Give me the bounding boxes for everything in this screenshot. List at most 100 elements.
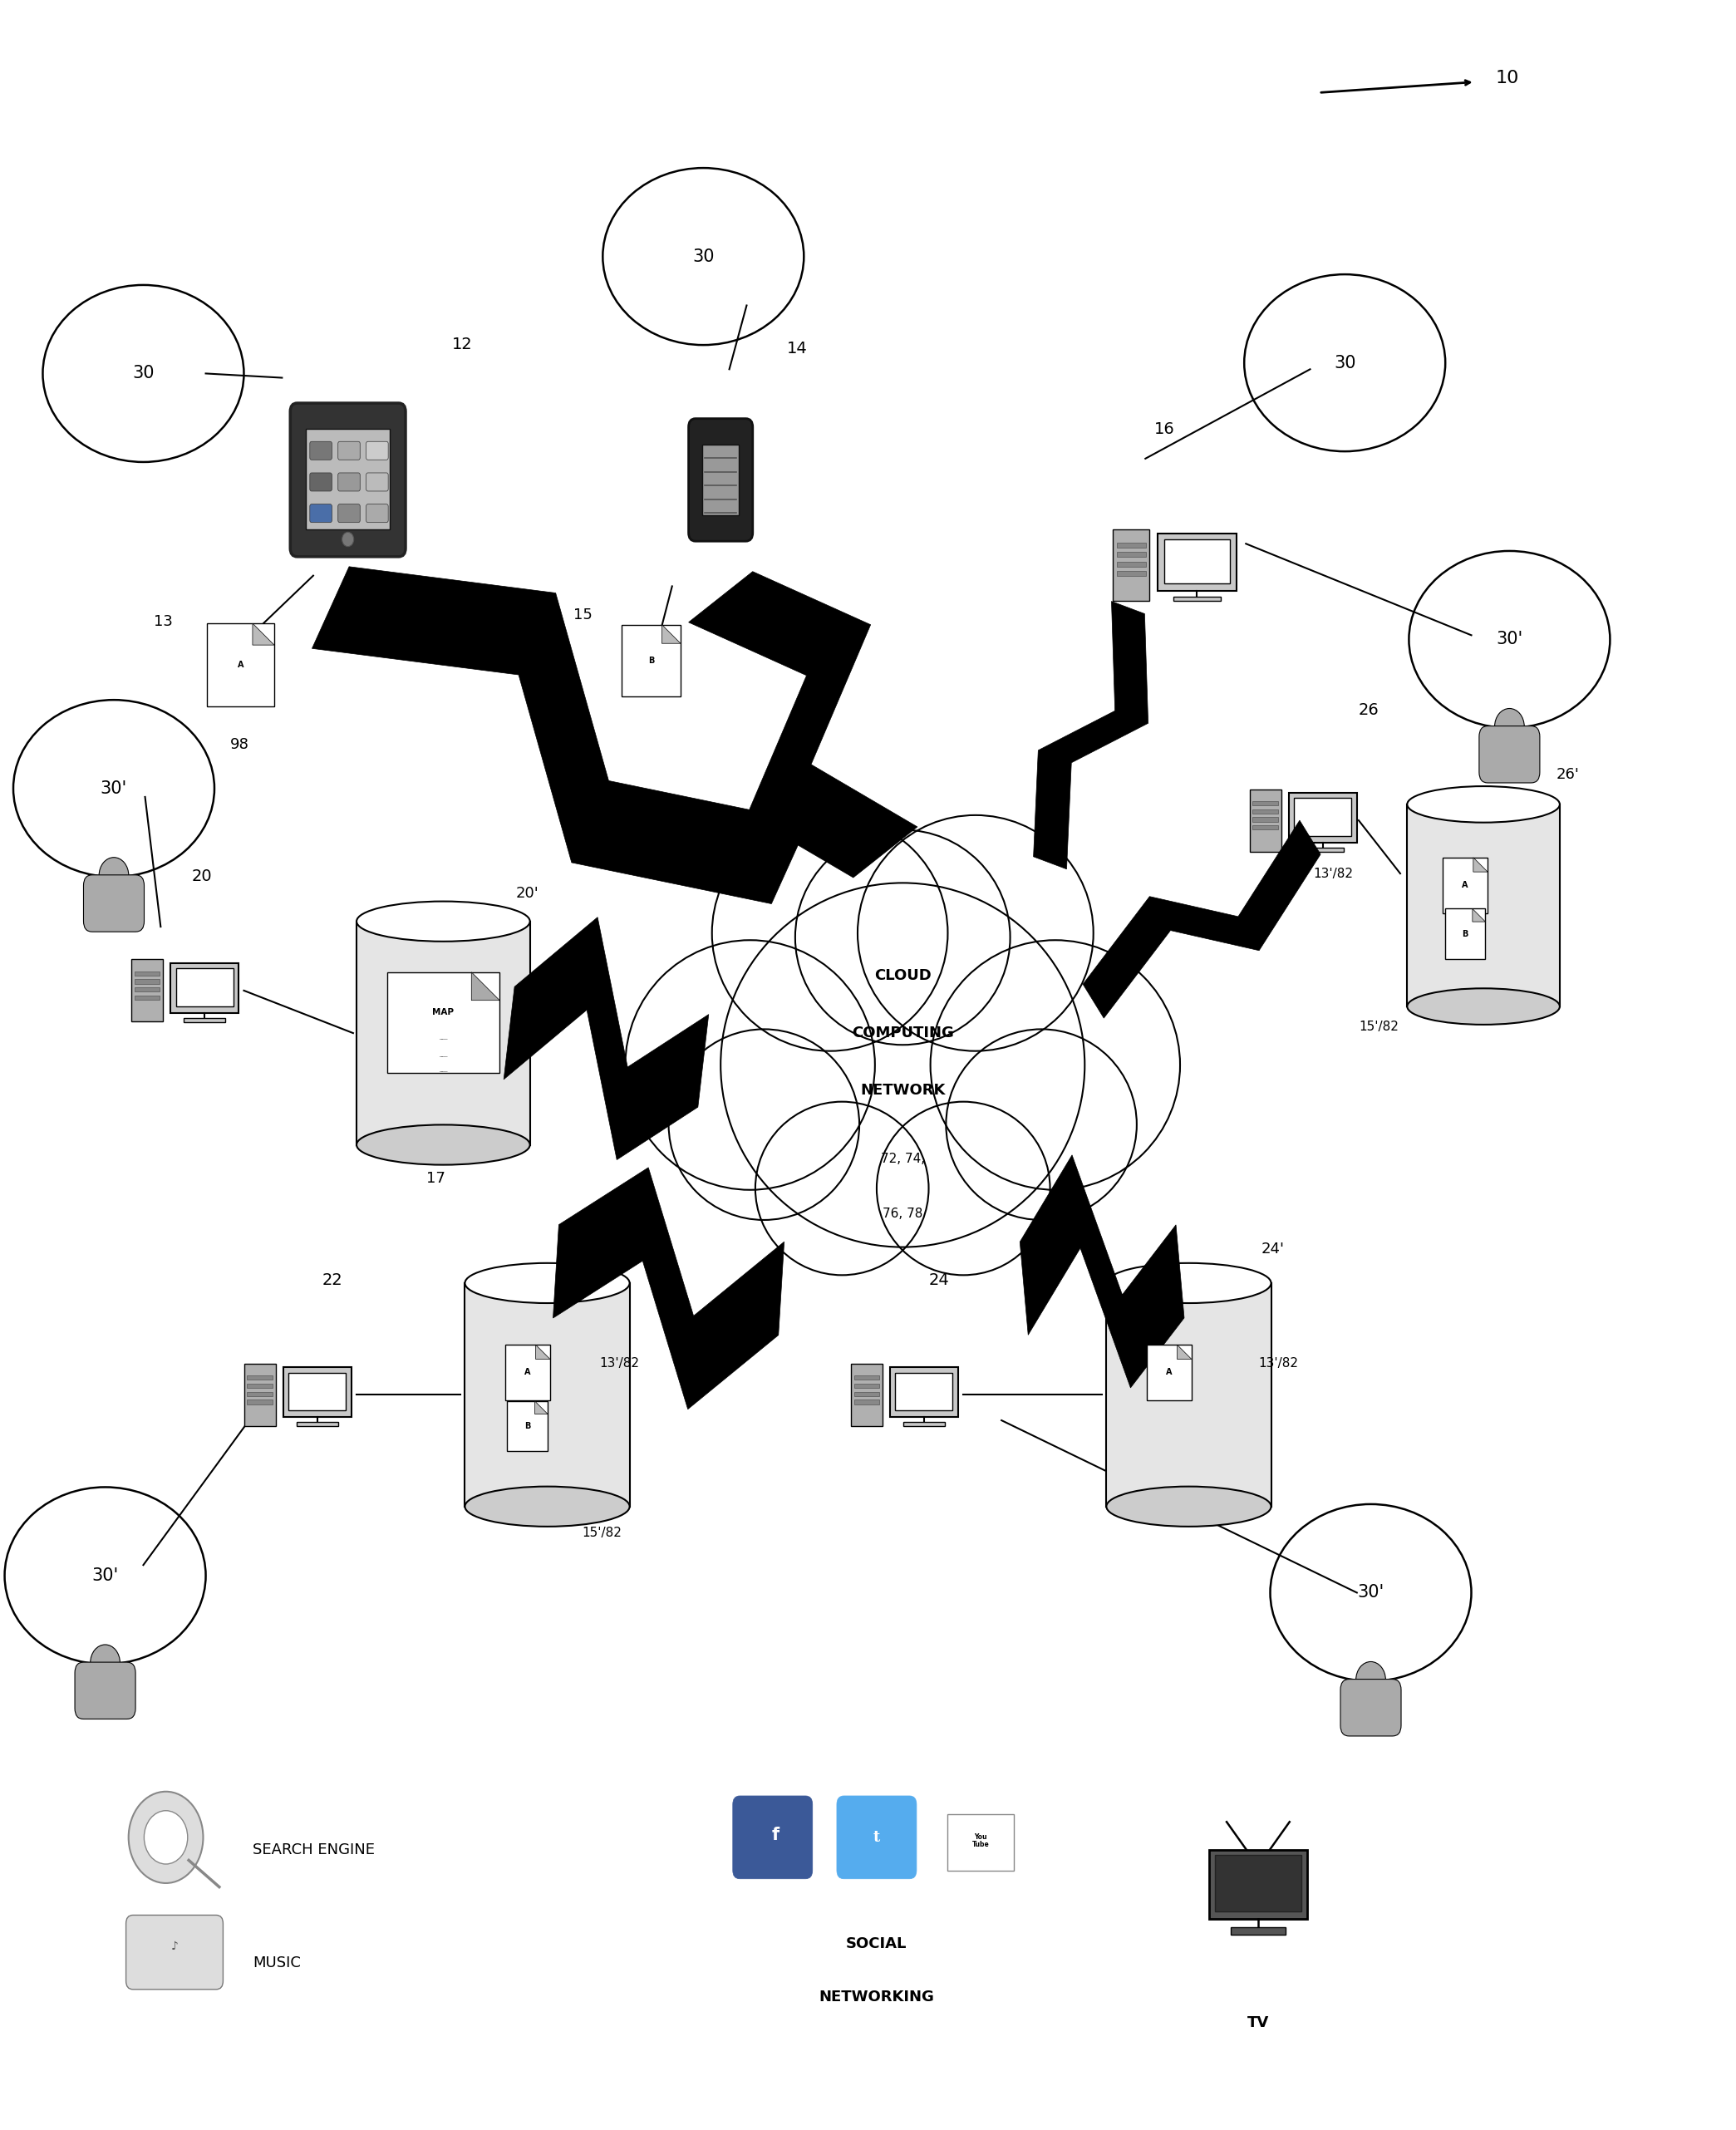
Text: 13'/82: 13'/82: [599, 1357, 639, 1370]
FancyBboxPatch shape: [283, 1367, 351, 1416]
Ellipse shape: [930, 939, 1180, 1191]
Polygon shape: [1474, 858, 1488, 871]
Text: SEARCH ENGINE: SEARCH ENGINE: [252, 1842, 375, 1857]
Ellipse shape: [946, 1029, 1137, 1220]
Text: A: A: [238, 660, 243, 669]
Circle shape: [128, 1791, 203, 1883]
Ellipse shape: [720, 884, 1085, 1246]
FancyBboxPatch shape: [505, 1344, 550, 1399]
FancyBboxPatch shape: [83, 875, 144, 931]
Text: A: A: [1462, 882, 1469, 890]
FancyBboxPatch shape: [245, 1363, 276, 1425]
FancyBboxPatch shape: [837, 1796, 917, 1879]
Ellipse shape: [356, 901, 529, 941]
Ellipse shape: [1410, 552, 1609, 728]
Ellipse shape: [877, 1101, 1050, 1276]
Text: 20: 20: [193, 869, 212, 884]
FancyBboxPatch shape: [247, 1376, 273, 1380]
Text: 16: 16: [1154, 422, 1175, 437]
Text: f: f: [771, 1825, 779, 1842]
FancyBboxPatch shape: [903, 1423, 944, 1427]
FancyBboxPatch shape: [306, 430, 391, 530]
FancyBboxPatch shape: [1158, 532, 1236, 590]
FancyBboxPatch shape: [1443, 858, 1488, 914]
Ellipse shape: [14, 701, 215, 878]
FancyBboxPatch shape: [1250, 788, 1281, 852]
Ellipse shape: [858, 816, 1094, 1050]
Text: NETWORKING: NETWORKING: [819, 1989, 934, 2004]
Polygon shape: [312, 567, 809, 903]
FancyBboxPatch shape: [733, 1796, 812, 1879]
FancyBboxPatch shape: [309, 505, 332, 522]
FancyBboxPatch shape: [854, 1384, 878, 1389]
FancyBboxPatch shape: [247, 1391, 273, 1395]
Ellipse shape: [1271, 1504, 1472, 1681]
Polygon shape: [503, 918, 708, 1159]
Text: 22: 22: [321, 1272, 342, 1289]
FancyBboxPatch shape: [854, 1376, 878, 1380]
Text: 12: 12: [451, 337, 472, 351]
FancyBboxPatch shape: [1253, 809, 1278, 814]
Text: MAP: MAP: [432, 1007, 455, 1016]
FancyBboxPatch shape: [896, 1372, 953, 1410]
FancyBboxPatch shape: [1208, 1849, 1307, 1919]
Ellipse shape: [465, 1263, 630, 1304]
Polygon shape: [1019, 1154, 1184, 1389]
Text: NETWORK: NETWORK: [859, 1082, 944, 1097]
Polygon shape: [1472, 910, 1486, 922]
FancyBboxPatch shape: [339, 505, 359, 522]
Text: 15'/82: 15'/82: [1359, 1020, 1399, 1033]
FancyBboxPatch shape: [309, 441, 332, 460]
FancyBboxPatch shape: [1116, 543, 1146, 547]
Polygon shape: [252, 624, 274, 645]
FancyBboxPatch shape: [507, 1402, 549, 1451]
Polygon shape: [554, 1167, 785, 1410]
FancyBboxPatch shape: [621, 624, 681, 697]
Text: 20': 20': [516, 886, 540, 901]
Polygon shape: [536, 1344, 550, 1359]
FancyBboxPatch shape: [1116, 571, 1146, 575]
Polygon shape: [661, 624, 681, 643]
FancyBboxPatch shape: [387, 971, 500, 1074]
Text: 24: 24: [929, 1272, 950, 1289]
FancyBboxPatch shape: [891, 1367, 958, 1416]
FancyBboxPatch shape: [1293, 799, 1351, 837]
Ellipse shape: [1408, 988, 1559, 1025]
Text: 15'/82: 15'/82: [582, 1527, 621, 1540]
FancyBboxPatch shape: [132, 959, 163, 1022]
Text: 30': 30': [101, 780, 127, 797]
Text: 30: 30: [693, 249, 713, 264]
FancyBboxPatch shape: [1231, 1928, 1286, 1934]
Circle shape: [1356, 1661, 1385, 1698]
Ellipse shape: [795, 831, 1010, 1046]
FancyBboxPatch shape: [1146, 1344, 1191, 1399]
Ellipse shape: [43, 285, 243, 462]
Ellipse shape: [1106, 1263, 1271, 1304]
FancyBboxPatch shape: [1106, 1282, 1271, 1506]
FancyBboxPatch shape: [1253, 824, 1278, 831]
Ellipse shape: [1245, 275, 1446, 452]
FancyBboxPatch shape: [948, 1815, 1014, 1870]
Ellipse shape: [755, 1101, 929, 1276]
FancyBboxPatch shape: [1253, 818, 1278, 822]
FancyBboxPatch shape: [1113, 528, 1149, 601]
Text: A: A: [524, 1367, 531, 1376]
Text: MUSIC: MUSIC: [252, 1955, 300, 1970]
Text: 13: 13: [155, 613, 172, 628]
Circle shape: [90, 1644, 120, 1681]
Text: 17: 17: [425, 1172, 444, 1186]
Text: TV: TV: [1246, 2015, 1269, 2030]
Circle shape: [342, 532, 354, 547]
Ellipse shape: [5, 1487, 207, 1664]
Text: COMPUTING: COMPUTING: [852, 1027, 953, 1042]
Polygon shape: [1083, 820, 1321, 1018]
Text: 26: 26: [1359, 703, 1378, 718]
FancyBboxPatch shape: [1116, 562, 1146, 567]
Text: You
Tube: You Tube: [972, 1834, 990, 1849]
Text: 76, 78: 76, 78: [882, 1208, 924, 1220]
Ellipse shape: [602, 168, 804, 345]
Text: 22': 22': [620, 1242, 644, 1257]
FancyBboxPatch shape: [134, 995, 160, 999]
Text: 72, 74,: 72, 74,: [880, 1152, 925, 1165]
Polygon shape: [1177, 1344, 1191, 1359]
